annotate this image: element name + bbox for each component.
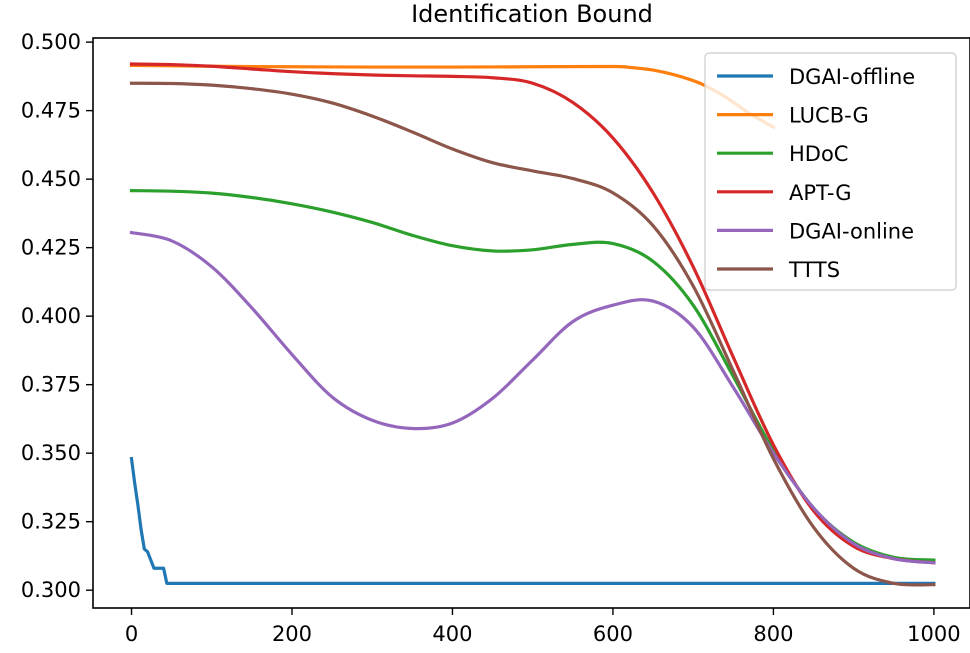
chart-title: Identification Bound xyxy=(411,0,653,28)
y-tick-label: 0.300 xyxy=(21,578,81,602)
x-tick-label: 600 xyxy=(593,622,633,646)
y-tick-label: 0.350 xyxy=(21,441,81,465)
y-tick-label: 0.450 xyxy=(21,167,81,191)
legend-label-dgai-online: DGAI-online xyxy=(789,219,914,243)
series-line-lucb-g xyxy=(129,63,776,130)
x-tick-label: 0 xyxy=(125,622,138,646)
x-tick-label: 200 xyxy=(272,622,312,646)
plot-frame xyxy=(92,37,970,609)
x-tick-label: 400 xyxy=(432,622,472,646)
series-line-dgai-offline xyxy=(129,456,936,585)
y-tick-label: 0.425 xyxy=(21,236,81,260)
series-layer xyxy=(129,62,936,587)
legend-label-ttts: TTTS xyxy=(788,258,840,282)
y-tick-label: 0.325 xyxy=(21,510,81,534)
y-tick-label: 0.500 xyxy=(21,30,81,54)
ticks-layer: 0 200 400 600 800 1000 0.300 0.325 0.350 0.375 0.4… xyxy=(21,30,961,646)
x-tick-label: 800 xyxy=(753,622,793,646)
legend-label-hdoc: HDoC xyxy=(789,142,848,166)
x-tick-label: 1000 xyxy=(907,622,960,646)
series-line-dgai-online xyxy=(129,230,936,565)
legend-label-apt-g: APT-G xyxy=(789,181,852,205)
series-line-ttts xyxy=(129,81,936,587)
legend: DGAI-offline LUCB-G HDoC APT-G DGAI-online TT… xyxy=(704,52,957,291)
y-tick-label: 0.375 xyxy=(21,373,81,397)
y-tick-label: 0.475 xyxy=(21,99,81,123)
legend-label-lucb-g: LUCB-G xyxy=(789,104,869,128)
y-tick-label: 0.400 xyxy=(21,304,81,328)
legend-label-dgai-offline: DGAI-offline xyxy=(789,65,915,89)
